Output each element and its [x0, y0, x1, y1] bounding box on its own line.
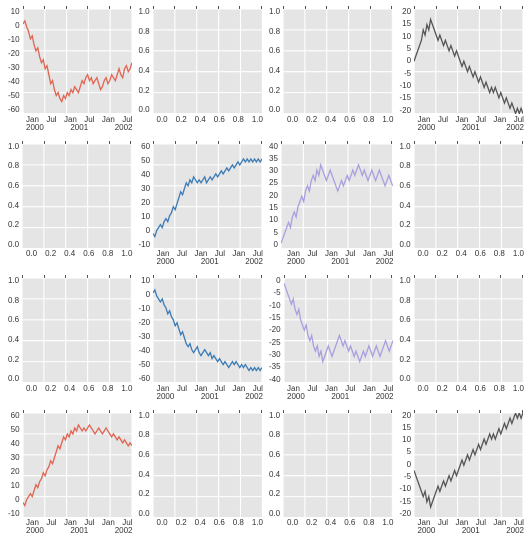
plot-area [152, 412, 263, 519]
panel-r2-c0: 1.00.80.60.40.20.00.00.20.40.60.81.0 [8, 277, 133, 406]
panel-r0-c2: 1.00.80.60.40.20.00.00.20.40.60.81.0 [269, 8, 394, 137]
y-axis: 6050403020100-10 [139, 143, 153, 250]
plot-area [152, 277, 263, 384]
plot-area [413, 277, 524, 384]
plot-area [283, 277, 394, 384]
x-axis: 0.00.20.40.60.81.0 [139, 115, 264, 137]
x-axis: JanJulJanJulJanJul200020012002 [269, 384, 394, 406]
y-axis: 1.00.80.60.40.20.0 [400, 143, 413, 250]
x-axis: 0.00.20.40.60.81.0 [269, 115, 394, 137]
plot-area [22, 8, 133, 115]
x-axis: 0.00.20.40.60.81.0 [400, 384, 525, 406]
plot-area [152, 143, 263, 250]
plot-area [152, 8, 263, 115]
scatter-matrix-grid: 100-10-20-30-40-50-60JanJulJanJulJanJul2… [8, 8, 524, 540]
x-axis: JanJulJanJulJanJul200020012002 [8, 115, 133, 137]
plot-area [21, 277, 132, 384]
plot-area [22, 412, 133, 519]
x-axis: 0.00.20.40.60.81.0 [8, 384, 133, 406]
panel-r2-c2: 0-5-10-15-20-25-30-35-40JanJulJanJulJanJ… [269, 277, 394, 406]
x-axis: JanJulJanJulJanJul200020012002 [400, 518, 525, 540]
panel-r1-c3: 1.00.80.60.40.20.00.00.20.40.60.81.0 [400, 143, 525, 272]
plot-area [413, 8, 524, 115]
y-axis: 1.00.80.60.40.20.0 [400, 277, 413, 384]
panel-r0-c3: 20151050-5-10-15-20JanJulJanJulJanJul200… [400, 8, 525, 137]
y-axis: 20151050-5-10-15-20 [400, 8, 414, 115]
y-axis: 1.00.80.60.40.20.0 [269, 412, 282, 519]
panel-r2-c3: 1.00.80.60.40.20.00.00.20.40.60.81.0 [400, 277, 525, 406]
panel-r0-c0: 100-10-20-30-40-50-60JanJulJanJulJanJul2… [8, 8, 133, 137]
y-axis: 1.00.80.60.40.20.0 [139, 8, 152, 115]
y-axis: 1.00.80.60.40.20.0 [8, 143, 21, 250]
y-axis: 6050403020100-10 [8, 412, 22, 519]
y-axis: 4035302520151050 [269, 143, 280, 250]
plot-area [282, 8, 393, 115]
y-axis: 100-10-20-30-40-50-60 [139, 277, 153, 384]
panel-r3-c2: 1.00.80.60.40.20.00.00.20.40.60.81.0 [269, 412, 394, 541]
plot-area [280, 143, 394, 250]
x-axis: 0.00.20.40.60.81.0 [400, 249, 525, 271]
panel-r3-c1: 1.00.80.60.40.20.00.00.20.40.60.81.0 [139, 412, 264, 541]
panel-r1-c2: 4035302520151050JanJulJanJulJanJul200020… [269, 143, 394, 272]
y-axis: 0-5-10-15-20-25-30-35-40 [269, 277, 283, 384]
x-axis: 0.00.20.40.60.81.0 [8, 249, 133, 271]
x-axis: JanJulJanJulJanJul200020012002 [139, 384, 264, 406]
panel-r3-c3: 20151050-5-10-15-20JanJulJanJulJanJul200… [400, 412, 525, 541]
plot-area [413, 143, 524, 250]
x-axis: JanJulJanJulJanJul200020012002 [400, 115, 525, 137]
x-axis: JanJulJanJulJanJul200020012002 [8, 518, 133, 540]
y-axis: 1.00.80.60.40.20.0 [269, 8, 282, 115]
y-axis: 1.00.80.60.40.20.0 [8, 277, 21, 384]
panel-r1-c0: 1.00.80.60.40.20.00.00.20.40.60.81.0 [8, 143, 133, 272]
x-axis: JanJulJanJulJanJul200020012002 [139, 249, 264, 271]
plot-area [282, 412, 393, 519]
panel-r0-c1: 1.00.80.60.40.20.00.00.20.40.60.81.0 [139, 8, 264, 137]
panel-r2-c1: 100-10-20-30-40-50-60JanJulJanJulJanJul2… [139, 277, 264, 406]
plot-area [21, 143, 132, 250]
y-axis: 20151050-5-10-15-20 [400, 412, 414, 519]
x-axis: 0.00.20.40.60.81.0 [269, 518, 394, 540]
plot-area [413, 412, 524, 519]
y-axis: 1.00.80.60.40.20.0 [139, 412, 152, 519]
panel-r1-c1: 6050403020100-10JanJulJanJulJanJul200020… [139, 143, 264, 272]
x-axis: 0.00.20.40.60.81.0 [139, 518, 264, 540]
panel-r3-c0: 6050403020100-10JanJulJanJulJanJul200020… [8, 412, 133, 541]
x-axis: JanJulJanJulJanJul200020012002 [269, 249, 394, 271]
y-axis: 100-10-20-30-40-50-60 [8, 8, 22, 115]
